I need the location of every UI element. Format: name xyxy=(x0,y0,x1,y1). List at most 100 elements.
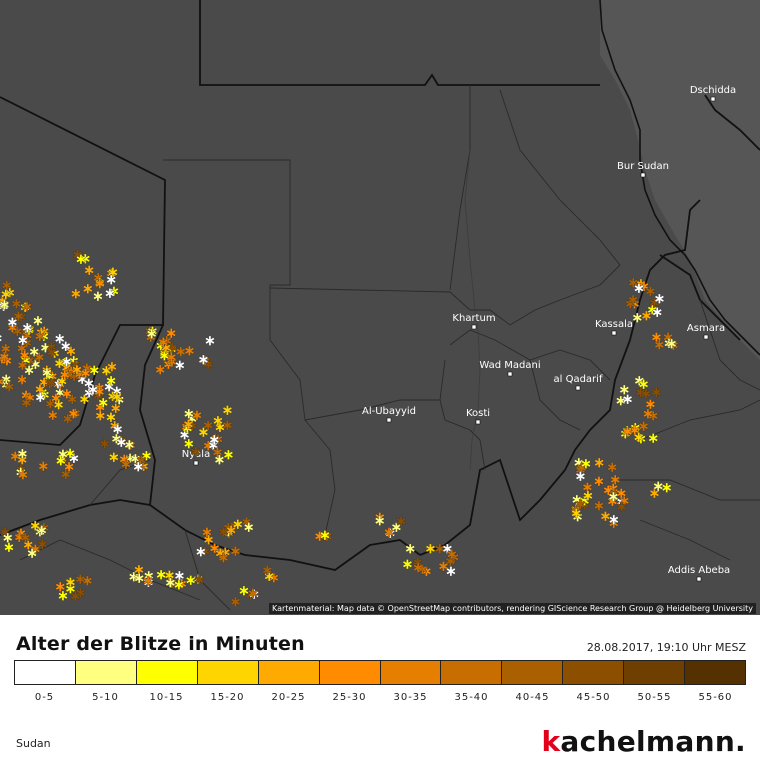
lightning-strike-icon: ✱ xyxy=(30,520,41,535)
lightning-strike-icon: ✱ xyxy=(622,425,633,440)
lightning-strike-icon: ✱ xyxy=(107,360,118,375)
lightning-strike-icon: ✱ xyxy=(319,529,330,544)
lightning-strike-icon: ✱ xyxy=(668,339,679,354)
lightning-strike-icon: ✱ xyxy=(209,434,220,449)
lightning-strike-icon: ✱ xyxy=(1,378,12,393)
lightning-strike-icon: ✱ xyxy=(41,364,52,379)
lightning-strike-icon: ✱ xyxy=(214,421,225,436)
lightning-strike-icon: ✱ xyxy=(59,369,70,384)
lightning-strike-icon: ✱ xyxy=(147,325,158,340)
lightning-strike-icon: ✱ xyxy=(39,325,50,340)
lightning-strike-icon: ✱ xyxy=(264,570,275,585)
lightning-strike-icon: ✱ xyxy=(607,461,618,476)
lightning-strike-icon: ✱ xyxy=(572,511,583,526)
lightning-strike-icon: ✱ xyxy=(218,526,229,541)
lightning-strike-icon: ✱ xyxy=(52,377,63,392)
lightning-strike-icon: ✱ xyxy=(223,526,234,541)
lightning-strike-icon: ✱ xyxy=(135,459,146,474)
lightning-strike-icon: ✱ xyxy=(616,496,627,511)
lightning-strike-icon: ✱ xyxy=(89,364,100,379)
lightning-strike-icon: ✱ xyxy=(174,579,185,594)
lightning-strike-icon: ✱ xyxy=(445,555,456,570)
lightning-strike-icon: ✱ xyxy=(222,419,233,434)
lightning-strike-icon: ✱ xyxy=(34,330,45,345)
lightning-strike-icon: ✱ xyxy=(101,365,112,380)
lightning-strike-icon: ✱ xyxy=(17,453,28,468)
map-canvas: Dschidda Bur Sudan Khartum Kassala Asmara Wad… xyxy=(0,0,760,611)
lightning-strike-icon: ✱ xyxy=(37,538,48,553)
legend-label: 15-20 xyxy=(210,692,245,703)
lightning-strike-icon: ✱ xyxy=(167,341,178,356)
lightning-strike-icon: ✱ xyxy=(663,337,674,352)
lightning-strike-icon: ✱ xyxy=(61,387,72,402)
lightning-strike-icon: ✱ xyxy=(633,282,644,297)
lightning-strike-icon: ✱ xyxy=(213,414,224,429)
city-label: Nyala xyxy=(182,449,210,460)
lightning-strike-icon: ✱ xyxy=(607,495,618,510)
lightning-strike-icon: ✱ xyxy=(608,517,619,532)
lightning-strike-icon: ✱ xyxy=(635,277,646,292)
lightning-strike-icon: ✱ xyxy=(138,460,149,475)
lightning-strike-icon: ✱ xyxy=(0,294,8,309)
lightning-strike-icon: ✱ xyxy=(0,353,7,368)
lightning-strike-icon: ✱ xyxy=(58,590,69,605)
lightning-strike-icon: ✱ xyxy=(220,546,231,561)
lightning-strike-icon: ✱ xyxy=(208,439,219,454)
lightning-strike-icon: ✱ xyxy=(95,401,106,416)
lightning-strike-icon: ✱ xyxy=(80,367,91,382)
lightning-strike-icon: ✱ xyxy=(29,345,40,360)
lightning-strike-icon: ✱ xyxy=(93,272,104,287)
lightning-strike-icon: ✱ xyxy=(64,461,75,476)
legend-label: 30-35 xyxy=(393,692,428,703)
lightning-strike-icon: ✱ xyxy=(7,316,18,331)
lightning-strike-icon: ✱ xyxy=(229,519,240,534)
lightning-strike-icon: ✱ xyxy=(638,378,649,393)
lightning-strike-icon: ✱ xyxy=(212,446,223,461)
city-label: al Qadarif xyxy=(554,374,603,385)
lightning-strike-icon: ✱ xyxy=(44,370,55,385)
lightning-strike-icon: ✱ xyxy=(571,494,582,509)
lightning-strike-icon: ✱ xyxy=(155,340,166,355)
lightning-strike-icon: ✱ xyxy=(41,367,52,382)
lightning-strike-icon: ✱ xyxy=(633,431,644,446)
lightning-strike-icon: ✱ xyxy=(576,462,587,477)
lightning-strike-icon: ✱ xyxy=(20,326,31,341)
lightning-strike-icon: ✱ xyxy=(69,370,80,385)
lightning-strike-icon: ✱ xyxy=(0,351,10,366)
lightning-strike-icon: ✱ xyxy=(635,432,646,447)
lightning-map[interactable]: Dschidda Bur Sudan Khartum Kassala Asmara Wad… xyxy=(0,0,760,615)
lightning-strike-icon: ✱ xyxy=(610,474,621,489)
legend-label: 40-45 xyxy=(515,692,550,703)
lightning-strike-icon: ✱ xyxy=(0,391,1,406)
lightning-strike-icon: ✱ xyxy=(70,288,81,303)
legend-labels: 0-5 5-10 10-15 15-20 20-25 25-30 30-35 3… xyxy=(14,692,746,703)
lightning-strike-icon: ✱ xyxy=(33,315,44,330)
lightning-strike-icon: ✱ xyxy=(109,285,120,300)
lightning-strike-icon: ✱ xyxy=(262,564,273,579)
lightning-strike-icon: ✱ xyxy=(230,545,241,560)
lightning-strike-icon: ✱ xyxy=(80,252,91,267)
lightning-strike-icon: ✱ xyxy=(594,456,605,471)
lightning-strike-icon: ✱ xyxy=(15,466,26,481)
map-attribution: Kartenmaterial: Map data © OpenStreetMap… xyxy=(268,603,756,614)
lightning-strike-icon: ✱ xyxy=(209,542,220,557)
city-label: Khartum xyxy=(452,313,495,324)
lightning-strike-icon: ✱ xyxy=(60,468,71,483)
lightning-strike-icon: ✱ xyxy=(145,331,156,346)
lightning-strike-icon: ✱ xyxy=(72,248,83,263)
lightning-strike-icon: ✱ xyxy=(635,386,646,401)
lightning-strike-icon: ✱ xyxy=(75,573,86,588)
lightning-strike-icon: ✱ xyxy=(232,518,243,533)
legend-label: 55-60 xyxy=(698,692,733,703)
lightning-strike-icon: ✱ xyxy=(54,357,65,372)
city-marker xyxy=(710,96,716,102)
lightning-strike-icon: ✱ xyxy=(647,304,658,319)
lightning-strike-icon: ✱ xyxy=(421,565,432,580)
lightning-strike-icon: ✱ xyxy=(17,334,28,349)
lightning-strike-icon: ✱ xyxy=(615,394,626,409)
lightning-strike-icon: ✱ xyxy=(65,576,76,591)
lightning-strike-icon: ✱ xyxy=(36,524,47,539)
lightning-strike-icon: ✱ xyxy=(396,515,407,530)
lightning-strike-icon: ✱ xyxy=(108,451,119,466)
lightning-strike-icon: ✱ xyxy=(65,447,76,462)
